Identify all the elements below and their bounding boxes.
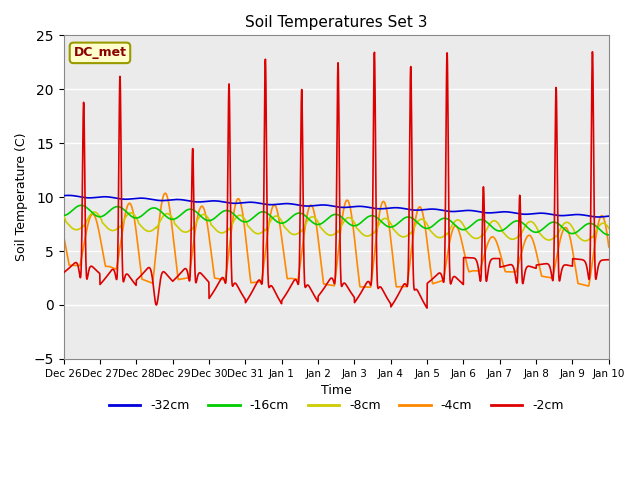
Text: DC_met: DC_met [74,47,127,60]
X-axis label: Time: Time [321,384,351,397]
Title: Soil Temperatures Set 3: Soil Temperatures Set 3 [245,15,428,30]
Legend: -32cm, -16cm, -8cm, -4cm, -2cm: -32cm, -16cm, -8cm, -4cm, -2cm [104,395,568,418]
Y-axis label: Soil Temperature (C): Soil Temperature (C) [15,133,28,262]
